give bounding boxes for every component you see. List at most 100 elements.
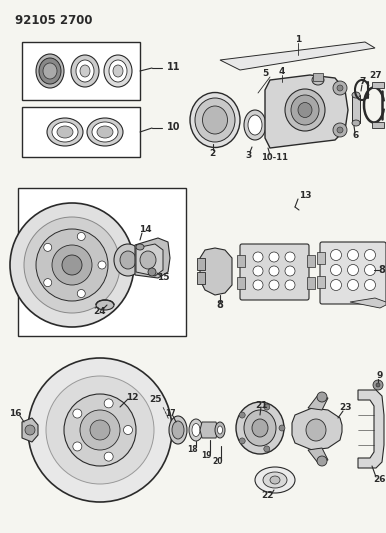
- Ellipse shape: [87, 118, 123, 146]
- Ellipse shape: [43, 63, 57, 79]
- Circle shape: [373, 380, 383, 390]
- Bar: [317, 276, 325, 288]
- Circle shape: [64, 394, 136, 466]
- Text: 5: 5: [262, 69, 268, 78]
- Text: 12: 12: [126, 392, 138, 401]
- Text: 92105 2700: 92105 2700: [15, 14, 93, 27]
- Text: 10-11: 10-11: [261, 152, 288, 161]
- Ellipse shape: [236, 402, 284, 454]
- Text: 25: 25: [149, 395, 161, 405]
- Text: 17: 17: [165, 408, 175, 417]
- Polygon shape: [265, 75, 348, 148]
- Text: 14: 14: [139, 225, 151, 235]
- Text: 23: 23: [340, 403, 352, 413]
- Circle shape: [36, 229, 108, 301]
- Text: 1: 1: [295, 36, 301, 44]
- Bar: [372, 82, 384, 88]
- Ellipse shape: [104, 55, 132, 87]
- Bar: [307, 255, 315, 267]
- Circle shape: [269, 266, 279, 276]
- Circle shape: [239, 438, 245, 444]
- Circle shape: [364, 264, 376, 276]
- Ellipse shape: [76, 60, 94, 82]
- Circle shape: [337, 127, 343, 133]
- Circle shape: [90, 420, 110, 440]
- Text: 10: 10: [167, 122, 181, 132]
- Polygon shape: [220, 42, 375, 70]
- Bar: [22, 42, 140, 100]
- Circle shape: [337, 85, 343, 91]
- Bar: [18, 188, 186, 336]
- Ellipse shape: [80, 65, 90, 77]
- Text: 8: 8: [379, 265, 386, 275]
- Polygon shape: [292, 408, 342, 450]
- Polygon shape: [200, 248, 232, 295]
- Ellipse shape: [39, 58, 61, 84]
- Circle shape: [269, 252, 279, 262]
- Ellipse shape: [312, 75, 324, 85]
- Ellipse shape: [352, 92, 360, 98]
- Circle shape: [285, 266, 295, 276]
- Bar: [313, 73, 323, 81]
- Ellipse shape: [306, 419, 326, 441]
- Circle shape: [285, 252, 295, 262]
- Bar: [22, 107, 140, 157]
- Ellipse shape: [47, 118, 83, 146]
- Bar: [237, 255, 245, 267]
- Circle shape: [46, 376, 154, 484]
- Circle shape: [347, 249, 359, 261]
- Ellipse shape: [252, 419, 268, 437]
- Ellipse shape: [298, 102, 312, 117]
- Text: 11: 11: [167, 62, 181, 72]
- Text: 7: 7: [360, 77, 366, 86]
- Bar: [197, 272, 205, 284]
- Circle shape: [264, 404, 270, 410]
- Ellipse shape: [190, 93, 240, 148]
- Ellipse shape: [285, 89, 325, 131]
- Polygon shape: [308, 448, 328, 463]
- Bar: [237, 277, 245, 289]
- Bar: [352, 95, 360, 123]
- Ellipse shape: [136, 244, 144, 250]
- Ellipse shape: [97, 126, 113, 138]
- Text: 18: 18: [187, 445, 197, 454]
- Ellipse shape: [195, 98, 235, 142]
- Circle shape: [253, 252, 263, 262]
- Ellipse shape: [203, 106, 227, 134]
- Ellipse shape: [291, 95, 319, 125]
- Circle shape: [239, 412, 245, 418]
- Circle shape: [77, 289, 85, 297]
- Text: 16: 16: [9, 408, 21, 417]
- Circle shape: [104, 399, 113, 408]
- Circle shape: [376, 383, 380, 387]
- Ellipse shape: [113, 65, 123, 77]
- Ellipse shape: [57, 126, 73, 138]
- Text: 3: 3: [245, 150, 251, 159]
- Circle shape: [10, 203, 134, 327]
- FancyBboxPatch shape: [240, 244, 309, 300]
- Circle shape: [28, 358, 172, 502]
- Polygon shape: [350, 298, 386, 308]
- Polygon shape: [136, 244, 163, 276]
- Ellipse shape: [263, 472, 287, 488]
- Ellipse shape: [244, 410, 276, 446]
- Bar: [307, 277, 315, 289]
- Text: 8: 8: [217, 300, 223, 310]
- Ellipse shape: [109, 60, 127, 82]
- Text: 21: 21: [256, 400, 268, 409]
- Polygon shape: [200, 422, 218, 438]
- Ellipse shape: [120, 251, 136, 269]
- Ellipse shape: [192, 424, 200, 437]
- Circle shape: [253, 280, 263, 290]
- Text: 24: 24: [94, 308, 106, 317]
- Ellipse shape: [52, 122, 78, 142]
- Ellipse shape: [96, 300, 114, 310]
- Circle shape: [317, 456, 327, 466]
- Ellipse shape: [244, 110, 266, 140]
- Polygon shape: [308, 395, 328, 410]
- Text: 27: 27: [370, 70, 382, 79]
- Circle shape: [253, 266, 263, 276]
- Text: 22: 22: [262, 491, 274, 500]
- Circle shape: [264, 446, 270, 452]
- Circle shape: [333, 81, 347, 95]
